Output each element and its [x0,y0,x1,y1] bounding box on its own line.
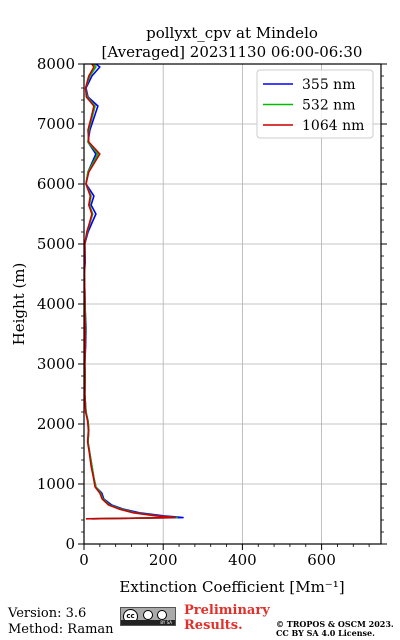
by-icon [143,610,153,620]
copyright-line1: © TROPOS & OSCM 2023. [276,619,394,629]
x-tick-label: 0 [79,551,89,569]
axis-ticks: 0 200 400 600010002000300040005000600070008… [37,55,387,569]
method-text: Method: Raman [8,622,114,637]
cc-badge-strip: BY SA [121,620,175,625]
x-tick-label: 600 [307,551,336,569]
preliminary-line1: Preliminary [184,603,270,618]
preliminary-notice: Preliminary Results. [184,603,270,633]
series-line-1064-nm [83,63,176,520]
y-tick-label: 6000 [37,175,75,193]
lidar-profile-chart: pollyxt_cpv at Mindelo [Averaged] 202311… [10,24,387,596]
copyright-notice: © TROPOS & OSCM 2023. CC BY SA 4.0 Licen… [276,620,394,638]
chart-title-line1: pollyxt_cpv at Mindelo [146,24,318,42]
footer-version-block: Version: 3.6 Method: Raman [8,606,114,638]
cc-by-sa-icon: cc BY SA [120,607,176,626]
chart-title-line2: [Averaged] 20231130 06:00-06:30 [102,43,363,61]
copyright-line2: CC BY SA 4.0 License. [276,628,375,638]
y-tick-label: 1000 [37,475,75,493]
x-tick-label: 200 [149,551,178,569]
y-tick-label: 2000 [37,415,75,433]
preliminary-line2: Results. [184,618,243,633]
sa-icon [157,610,167,620]
y-tick-label: 0 [65,535,75,553]
series-lines [83,63,184,520]
legend-label: 1064 nm [302,118,364,134]
y-tick-label: 7000 [37,115,75,133]
legend-label: 532 nm [302,98,355,114]
version-text: Version: 3.6 [8,606,87,621]
y-tick-label: 4000 [37,295,75,313]
y-tick-label: 5000 [37,235,75,253]
x-tick-label: 400 [228,551,257,569]
x-axis-label: Extinction Coefficient [Mm⁻¹] [119,578,344,596]
legend: 355 nm 532 nm 1064 nm [256,69,374,139]
legend-box [256,69,374,139]
plot-frame [83,63,382,545]
y-axis-label: Height (m) [10,263,28,346]
series-line-355-nm [83,63,184,520]
legend-label: 355 nm [302,77,355,93]
y-tick-label: 8000 [37,55,75,73]
y-tick-label: 3000 [37,355,75,373]
